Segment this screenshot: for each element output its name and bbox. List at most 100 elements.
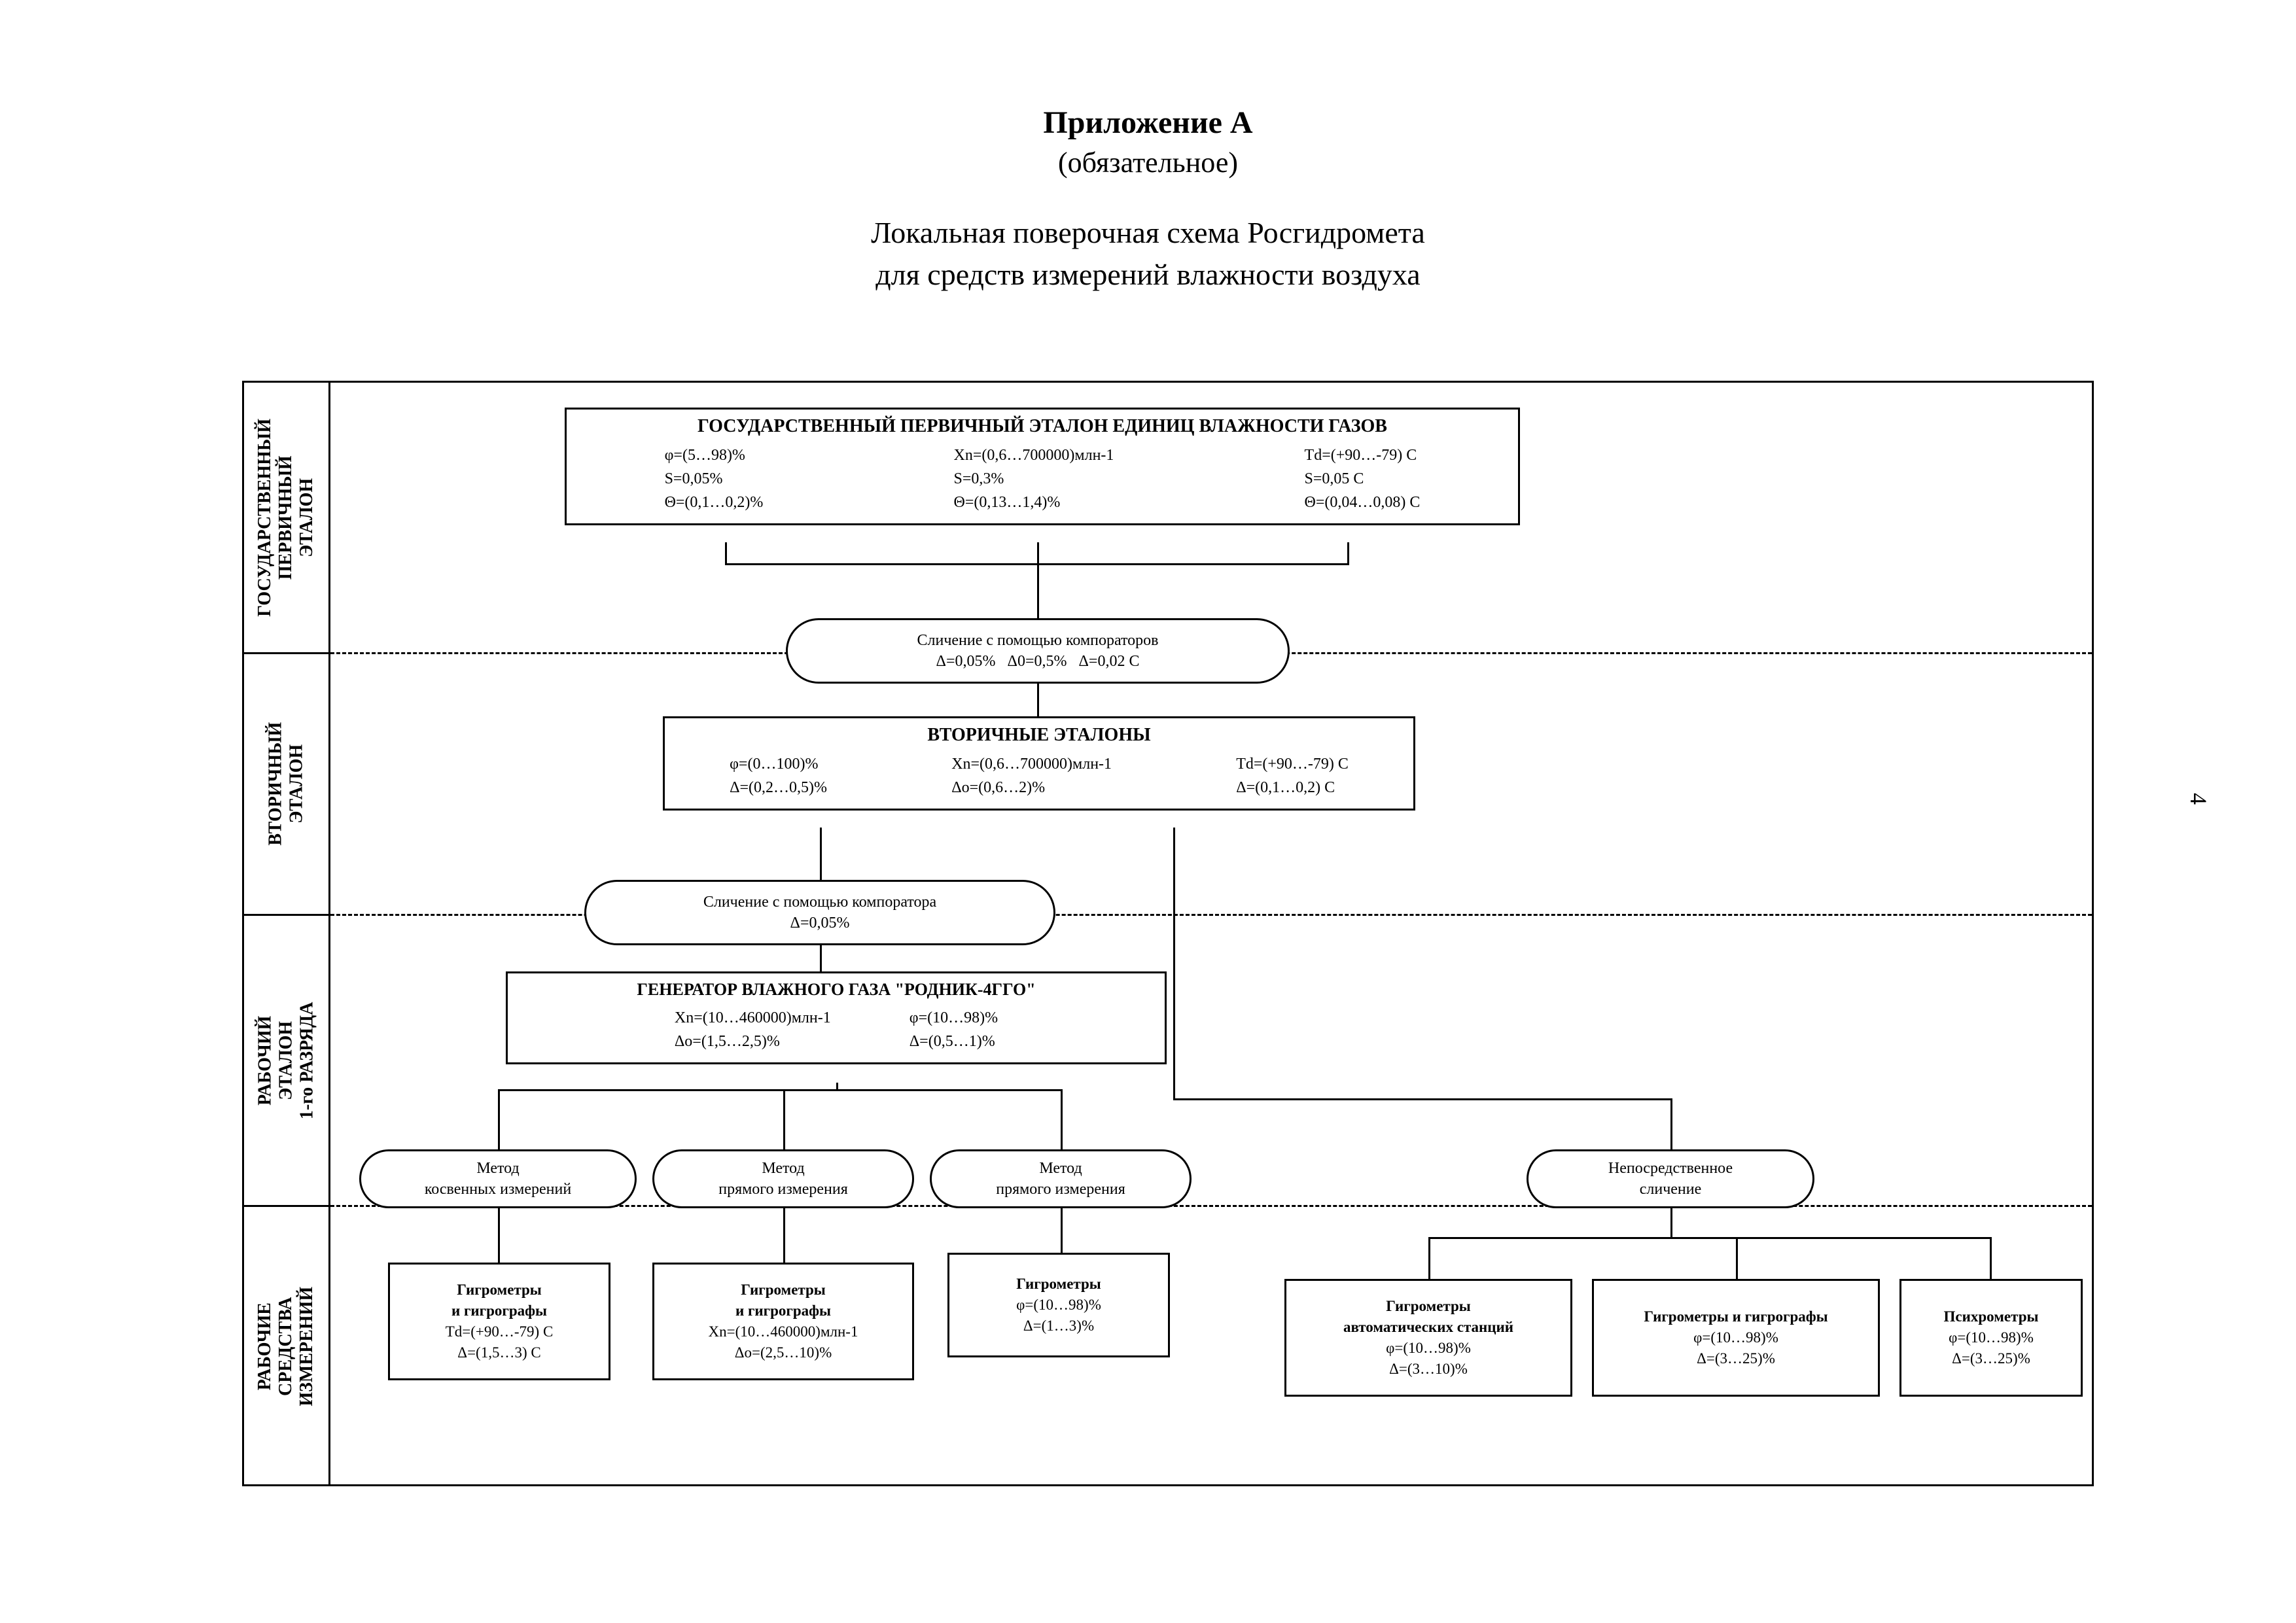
oval2-l1: Сличение с помощью компоратора — [703, 892, 936, 913]
leaf2-l4: Δo=(2,5…10)% — [735, 1342, 832, 1363]
conn — [1037, 542, 1039, 618]
row-label-secondary-text: ВТОРИЧНЫЙ ЭТАЛОН — [265, 722, 307, 846]
generator-c2-l2: Δ=(0,5…1)% — [910, 1030, 998, 1053]
leaf-hygrometers-td: Гигрометры и гигрографы Td=(+90…-79) C Δ… — [388, 1263, 610, 1380]
conn — [1670, 1208, 1672, 1237]
conn — [1670, 1098, 1672, 1149]
leaf4-l1: Гигрометры — [1386, 1296, 1471, 1317]
generator-c2-l1: φ=(10…98)% — [910, 1006, 998, 1030]
leaf1-l2: и гигрографы — [451, 1300, 547, 1321]
conn — [1736, 1237, 1738, 1279]
oval-comparator-1: Сличение с помощью компораторов Δ=0,05% … — [786, 618, 1290, 684]
title-desc-2: для средств измерений влажности воздуха — [0, 254, 2296, 296]
conn — [783, 1208, 785, 1263]
page-number: 4 — [2185, 793, 2212, 805]
m1-l1: Метод — [476, 1158, 519, 1179]
diagram-frame: ГОСУДАРСТВЕННЫЙ ПЕРВИЧНЫЙ ЭТАЛОН ВТОРИЧН… — [242, 381, 2094, 1486]
primary-col2: Xn=(0,6…700000)млн-1 S=0,3% Θ=(0,13…1,4)… — [954, 444, 1114, 514]
leaf-auto-stations: Гигрометры автоматических станций φ=(10…… — [1284, 1279, 1572, 1397]
conn — [1173, 1098, 1670, 1100]
primary-c1-l3: Θ=(0,1…0,2)% — [665, 491, 764, 514]
leaf1-l3: Td=(+90…-79) C — [446, 1321, 554, 1342]
row-label-secondary: ВТОРИЧНЫЙ ЭТАЛОН — [244, 652, 330, 914]
conn — [1037, 684, 1039, 716]
conn — [498, 1089, 1061, 1091]
m2-l2: прямого измерения — [718, 1179, 848, 1200]
oval2-l2: Δ=0,05% — [790, 913, 850, 934]
oval1-l1: Сличение с помощью компораторов — [917, 630, 1158, 651]
leaf6-l1: Психрометры — [1944, 1306, 2039, 1327]
leaf-hygrographs: Гигрометры и гигрографы φ=(10…98)% Δ=(3…… — [1592, 1279, 1880, 1397]
leaf-psychrometers: Психрометры φ=(10…98)% Δ=(3…25)% — [1899, 1279, 2083, 1397]
secondary-c1-l2: Δ=(0,2…0,5)% — [730, 776, 827, 799]
primary-c1-l1: φ=(5…98)% — [665, 444, 764, 467]
conn — [1061, 1089, 1063, 1149]
row-label-primary: ГОСУДАРСТВЕННЫЙ ПЕРВИЧНЫЙ ЭТАЛОН — [244, 383, 330, 652]
conn — [836, 1083, 838, 1091]
primary-c3-l1: Td=(+90…-79) C — [1305, 444, 1421, 467]
row-label-working-std-text: РАБОЧИЙ ЭТАЛОН 1-го РАЗРЯДА — [255, 1002, 318, 1119]
primary-title: ГОСУДАРСТВЕННЫЙ ПЕРВИЧНЫЙ ЭТАЛОН ЕДИНИЦ … — [567, 410, 1518, 441]
leaf5-l3: Δ=(3…25)% — [1697, 1348, 1775, 1369]
leaf5-l2: φ=(10…98)% — [1693, 1327, 1778, 1348]
leaf2-l1: Гигрометры — [741, 1280, 826, 1300]
conn — [1428, 1237, 1430, 1279]
primary-c2-l1: Xn=(0,6…700000)млн-1 — [954, 444, 1114, 467]
leaf4-l4: Δ=(3…10)% — [1389, 1359, 1468, 1380]
secondary-c1-l1: φ=(0…100)% — [730, 752, 827, 776]
oval-direct-compare: Непосредственное сличение — [1527, 1149, 1814, 1208]
leaf4-l2: автоматических станций — [1343, 1317, 1513, 1338]
leaf-hygrometers-phi: Гигрометры φ=(10…98)% Δ=(1…3)% — [947, 1253, 1170, 1357]
m4-l1: Непосредственное — [1608, 1158, 1733, 1179]
primary-col1: φ=(5…98)% S=0,05% Θ=(0,1…0,2)% — [665, 444, 764, 514]
secondary-col2: Xn=(0,6…700000)млн-1 Δo=(0,6…2)% — [951, 752, 1112, 799]
node-primary-standard: ГОСУДАРСТВЕННЫЙ ПЕРВИЧНЫЙ ЭТАЛОН ЕДИНИЦ … — [565, 408, 1520, 525]
secondary-col3: Td=(+90…-79) C Δ=(0,1…0,2) C — [1236, 752, 1349, 799]
conn — [783, 1089, 785, 1149]
conn — [820, 945, 822, 971]
title-desc-1: Локальная поверочная схема Росгидромета — [0, 212, 2296, 254]
conn — [1347, 542, 1349, 563]
leaf6-l3: Δ=(3…25)% — [1952, 1348, 2030, 1369]
oval-method-indirect: Метод косвенных измерений — [359, 1149, 637, 1208]
leaf3-l1: Гигрометры — [1016, 1274, 1101, 1295]
oval-method-direct-1: Метод прямого измерения — [652, 1149, 914, 1208]
leaf4-l3: φ=(10…98)% — [1386, 1338, 1471, 1359]
primary-col3: Td=(+90…-79) C S=0,05 C Θ=(0,04…0,08) C — [1305, 444, 1421, 514]
row-label-working-std: РАБОЧИЙ ЭТАЛОН 1-го РАЗРЯДА — [244, 914, 330, 1205]
oval-comparator-2: Сличение с помощью компоратора Δ=0,05% — [584, 880, 1055, 945]
title-block: Приложение А (обязательное) Локальная по… — [0, 105, 2296, 296]
generator-col1: Xn=(10…460000)млн-1 Δo=(1,5…2,5)% — [675, 1006, 831, 1053]
primary-c1-l2: S=0,05% — [665, 467, 764, 491]
title-sub: (обязательное) — [0, 146, 2296, 179]
conn — [1428, 1237, 1990, 1239]
secondary-col1: φ=(0…100)% Δ=(0,2…0,5)% — [730, 752, 827, 799]
title-main: Приложение А — [0, 105, 2296, 141]
leaf2-l2: и гигрографы — [735, 1300, 831, 1321]
m1-l2: косвенных измерений — [425, 1179, 571, 1200]
conn — [1061, 1208, 1063, 1253]
conn — [498, 1089, 500, 1149]
secondary-c2-l2: Δo=(0,6…2)% — [951, 776, 1112, 799]
leaf2-l3: Xn=(10…460000)млн-1 — [709, 1321, 858, 1342]
m2-l1: Метод — [762, 1158, 804, 1179]
primary-c2-l2: S=0,3% — [954, 467, 1114, 491]
primary-c2-l3: Θ=(0,13…1,4)% — [954, 491, 1114, 514]
conn — [498, 1208, 500, 1263]
secondary-title: ВТОРИЧНЫЕ ЭТАЛОНЫ — [665, 718, 1413, 750]
row-labels: ГОСУДАРСТВЕННЫЙ ПЕРВИЧНЫЙ ЭТАЛОН ВТОРИЧН… — [244, 383, 330, 1484]
leaf3-l3: Δ=(1…3)% — [1023, 1316, 1094, 1336]
leaf5-l1: Гигрометры и гигрографы — [1644, 1306, 1828, 1327]
m3-l2: прямого измерения — [996, 1179, 1125, 1200]
leaf1-l1: Гигрометры — [457, 1280, 542, 1300]
conn — [1173, 828, 1175, 1098]
row-label-working-means-text: РАБОЧИЕ СРЕДСТВА ИЗМЕРЕНИЙ — [255, 1287, 318, 1406]
leaf1-l4: Δ=(1,5…3) C — [457, 1342, 540, 1363]
primary-c3-l2: S=0,05 C — [1305, 467, 1421, 491]
secondary-c3-l2: Δ=(0,1…0,2) C — [1236, 776, 1349, 799]
generator-c1-l1: Xn=(10…460000)млн-1 — [675, 1006, 831, 1030]
node-secondary-standards: ВТОРИЧНЫЕ ЭТАЛОНЫ φ=(0…100)% Δ=(0,2…0,5)… — [663, 716, 1415, 811]
generator-title: ГЕНЕРАТОР ВЛАЖНОГО ГАЗА "РОДНИК-4ГГО" — [508, 973, 1165, 1003]
oval-method-direct-2: Метод прямого измерения — [930, 1149, 1192, 1208]
conn — [820, 828, 822, 880]
